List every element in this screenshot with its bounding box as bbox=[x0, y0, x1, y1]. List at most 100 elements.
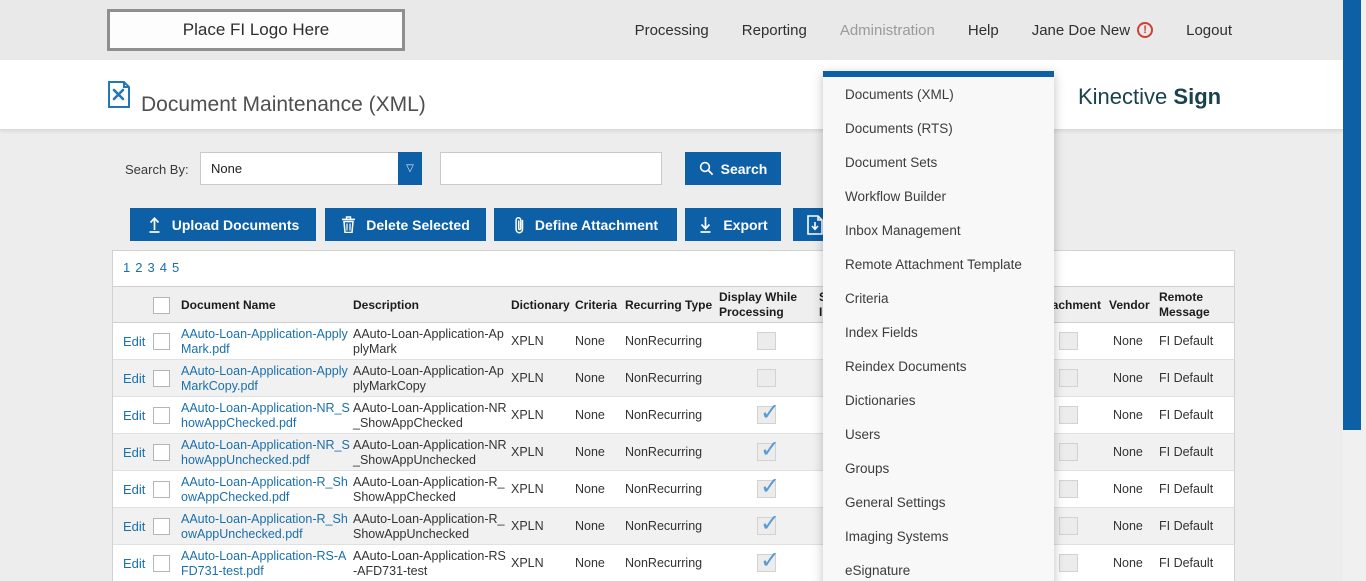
trash-icon bbox=[342, 216, 356, 233]
attachment-checkbox bbox=[1059, 332, 1078, 350]
scrollbar-track[interactable] bbox=[1343, 0, 1366, 581]
document-name-link[interactable]: AAuto-Loan-Application-NR_ShowAppChecked… bbox=[181, 401, 350, 430]
document-name-link[interactable]: AAuto-Loan-Application-NR_ShowAppUncheck… bbox=[181, 438, 350, 467]
menu-item-index-fields[interactable]: Index Fields bbox=[845, 324, 918, 340]
description-cell: AAuto-Loan-Application-NR_ShowAppUncheck… bbox=[353, 438, 507, 467]
brand-logo: Kinective Sign bbox=[1078, 84, 1221, 110]
fi-logo-text: Place FI Logo Here bbox=[182, 20, 330, 39]
display-while-processing-checkbox: ✓ bbox=[757, 509, 780, 537]
row-checkbox[interactable] bbox=[153, 333, 170, 350]
scrollbar-thumb[interactable] bbox=[1343, 0, 1361, 430]
nav-item-administration[interactable]: Administration bbox=[840, 22, 935, 39]
row-checkbox[interactable] bbox=[153, 555, 170, 572]
menu-item-documents-rts-[interactable]: Documents (RTS) bbox=[845, 120, 953, 136]
recurring-type-cell: NonRecurring bbox=[625, 408, 703, 422]
checkmark-icon: ✓ bbox=[760, 509, 781, 537]
header-criteria[interactable]: Criteria bbox=[575, 298, 618, 312]
export-button[interactable]: Export bbox=[685, 208, 781, 241]
brand-suffix: Sign bbox=[1173, 84, 1222, 109]
header-recurring-type[interactable]: Recurring Type bbox=[625, 298, 713, 312]
delete-selected-button[interactable]: Delete Selected bbox=[325, 208, 486, 241]
nav-item-label: Help bbox=[967, 21, 999, 39]
search-by-select[interactable]: None ▽ bbox=[200, 152, 422, 185]
description-cell: AAuto-Loan-Application-ApplyMarkCopy bbox=[353, 364, 504, 393]
nav-item-label: Administration bbox=[839, 21, 935, 39]
nav-item-label: Reporting bbox=[741, 21, 807, 39]
header-display-while-processing[interactable]: Display While Processing bbox=[719, 290, 798, 319]
vendor-cell: None bbox=[1113, 556, 1143, 570]
upload-icon bbox=[149, 216, 160, 233]
page-link[interactable]: 2 bbox=[135, 260, 143, 275]
edit-link[interactable]: Edit bbox=[123, 334, 146, 349]
document-name-link[interactable]: AAuto-Loan-Application-ApplyMark.pdf bbox=[181, 327, 348, 356]
display-while-processing-checkbox: ✓ bbox=[757, 398, 780, 426]
menu-item-reindex-documents[interactable]: Reindex Documents bbox=[845, 358, 967, 374]
edit-link[interactable]: Edit bbox=[123, 408, 146, 423]
menu-item-inbox-management[interactable]: Inbox Management bbox=[845, 222, 961, 238]
page-link[interactable]: 3 bbox=[147, 260, 155, 275]
menu-item-workflow-builder[interactable]: Workflow Builder bbox=[845, 188, 947, 204]
document-name-link[interactable]: AAuto-Loan-Application-RS-AFD731-test.pd… bbox=[181, 549, 347, 578]
menu-item-groups[interactable]: Groups bbox=[845, 460, 890, 476]
row-checkbox[interactable] bbox=[153, 370, 170, 387]
select-all-checkbox[interactable] bbox=[153, 297, 170, 314]
header-document-name[interactable]: Document Name bbox=[181, 298, 276, 312]
top-navbar: Place FI Logo Here Processing Reporting Ad… bbox=[0, 0, 1366, 60]
menu-item-remote-attachment-template[interactable]: Remote Attachment Template bbox=[845, 256, 1022, 272]
display-while-processing-checkbox: ✓ bbox=[757, 472, 780, 500]
edit-link[interactable]: Edit bbox=[123, 482, 146, 497]
nav-item-label: Logout bbox=[1186, 21, 1232, 39]
row-checkbox[interactable] bbox=[153, 481, 170, 498]
upload-documents-button[interactable]: Upload Documents bbox=[130, 208, 316, 241]
recurring-type-cell: NonRecurring bbox=[625, 334, 703, 348]
row-checkbox[interactable] bbox=[153, 444, 170, 461]
page-title: Document Maintenance (XML) bbox=[141, 93, 426, 116]
page-link[interactable]: 1 bbox=[123, 260, 131, 275]
menu-item-imaging-systems[interactable]: Imaging Systems bbox=[845, 528, 949, 544]
paperclip-icon bbox=[515, 216, 524, 233]
header-description[interactable]: Description bbox=[353, 298, 420, 312]
nav-item-logout[interactable]: Logout bbox=[1186, 22, 1232, 39]
document-name-link[interactable]: AAuto-Loan-Application-ApplyMarkCopy.pdf bbox=[181, 364, 348, 393]
define-attachment-button[interactable]: Define Attachment bbox=[494, 208, 677, 241]
page-link[interactable]: 4 bbox=[159, 260, 167, 275]
description-cell: AAuto-Loan-Application-R_ShowAppUnchecke… bbox=[353, 512, 505, 541]
checkmark-icon: ✓ bbox=[760, 398, 781, 426]
edit-link[interactable]: Edit bbox=[123, 519, 146, 534]
nav-item-reporting[interactable]: Reporting bbox=[742, 22, 807, 39]
header-vendor[interactable]: Vendor bbox=[1109, 298, 1150, 312]
remote-message-cell: FI Default bbox=[1159, 519, 1214, 533]
nav-item-help[interactable]: Help bbox=[968, 22, 999, 39]
criteria-cell: None bbox=[575, 482, 605, 496]
menu-item-users[interactable]: Users bbox=[845, 426, 881, 442]
menu-item-criteria[interactable]: Criteria bbox=[845, 290, 889, 306]
search-input[interactable] bbox=[440, 152, 662, 185]
edit-link[interactable]: Edit bbox=[123, 445, 146, 460]
edit-link[interactable]: Edit bbox=[123, 371, 146, 386]
row-checkbox[interactable] bbox=[153, 518, 170, 535]
menu-item-general-settings[interactable]: General Settings bbox=[845, 494, 946, 510]
description-cell: AAuto-Loan-Application-RS-AFD731-test bbox=[353, 549, 506, 578]
nav-item-processing[interactable]: Processing bbox=[635, 22, 709, 39]
checkmark-icon: ✓ bbox=[760, 546, 781, 574]
dictionary-cell: XPLN bbox=[511, 408, 544, 422]
document-name-link[interactable]: AAuto-Loan-Application-R_ShowAppUnchecke… bbox=[181, 512, 348, 541]
criteria-cell: None bbox=[575, 556, 605, 570]
search-button[interactable]: Search bbox=[685, 152, 781, 185]
page-link[interactable]: 5 bbox=[171, 260, 180, 275]
chevron-down-icon[interactable]: ▽ bbox=[398, 152, 422, 185]
description-cell: AAuto-Loan-Application-NR_ShowAppChecked bbox=[353, 401, 507, 430]
menu-item-esignature[interactable]: eSignature bbox=[845, 562, 911, 578]
document-name-link[interactable]: AAuto-Loan-Application-R_ShowAppChecked.… bbox=[181, 475, 348, 504]
menu-item-document-sets[interactable]: Document Sets bbox=[845, 154, 938, 170]
header-remote-message[interactable]: Remote Message bbox=[1159, 290, 1210, 319]
menu-item-documents-xml-[interactable]: Documents (XML) bbox=[845, 86, 954, 102]
table-row: Edit AAuto-Loan-Application-R_ShowAppChec… bbox=[113, 471, 1234, 508]
nav-item-jane-doe-new[interactable]: Jane Doe New! bbox=[1032, 22, 1154, 39]
row-checkbox[interactable] bbox=[153, 407, 170, 424]
edit-link[interactable]: Edit bbox=[123, 556, 146, 571]
header-dictionary[interactable]: Dictionary bbox=[511, 298, 570, 312]
menu-item-dictionaries[interactable]: Dictionaries bbox=[845, 392, 916, 408]
remote-message-cell: FI Default bbox=[1159, 408, 1214, 422]
